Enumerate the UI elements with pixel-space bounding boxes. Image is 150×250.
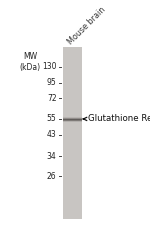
Text: 43: 43 bbox=[47, 130, 57, 140]
Text: MW
(kDa): MW (kDa) bbox=[20, 52, 41, 72]
Bar bbox=[63, 47, 82, 219]
Text: Glutathione Reductase: Glutathione Reductase bbox=[88, 114, 150, 124]
Text: 26: 26 bbox=[47, 172, 57, 181]
Text: 55: 55 bbox=[47, 114, 57, 123]
Text: Mouse brain: Mouse brain bbox=[66, 5, 107, 46]
Text: 72: 72 bbox=[47, 94, 57, 103]
Text: 130: 130 bbox=[42, 62, 57, 71]
Text: 95: 95 bbox=[47, 78, 57, 88]
Text: 34: 34 bbox=[47, 152, 57, 160]
